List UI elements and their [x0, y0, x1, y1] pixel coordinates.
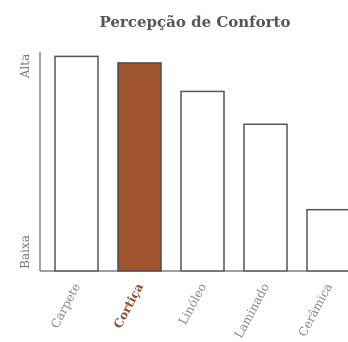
bar-laminado	[243, 123, 288, 272]
x-tick-label-cerâmica: Cerâmica	[295, 281, 335, 339]
x-tick-labels: Carpete Cortiça Linóleo Laminado Cerâmica	[48, 281, 335, 341]
bar-cerâmica	[306, 208, 348, 272]
bar-cortiça	[117, 62, 162, 272]
y-tick-label-low: Baixa	[18, 235, 32, 269]
bar-carpete	[54, 55, 99, 272]
chart-title: Percepção de Conforto	[100, 13, 291, 31]
y-tick-label-high: Alta	[18, 54, 32, 79]
x-tick-label-linóleo: Linóleo	[176, 281, 209, 327]
x-tick-label-cortiça: Cortiça	[111, 281, 146, 331]
bar-linóleo	[180, 90, 225, 272]
x-tick-label-carpete: Carpete	[48, 281, 83, 331]
bar-group	[54, 55, 348, 272]
x-tick-label-laminado: Laminado	[232, 281, 273, 341]
